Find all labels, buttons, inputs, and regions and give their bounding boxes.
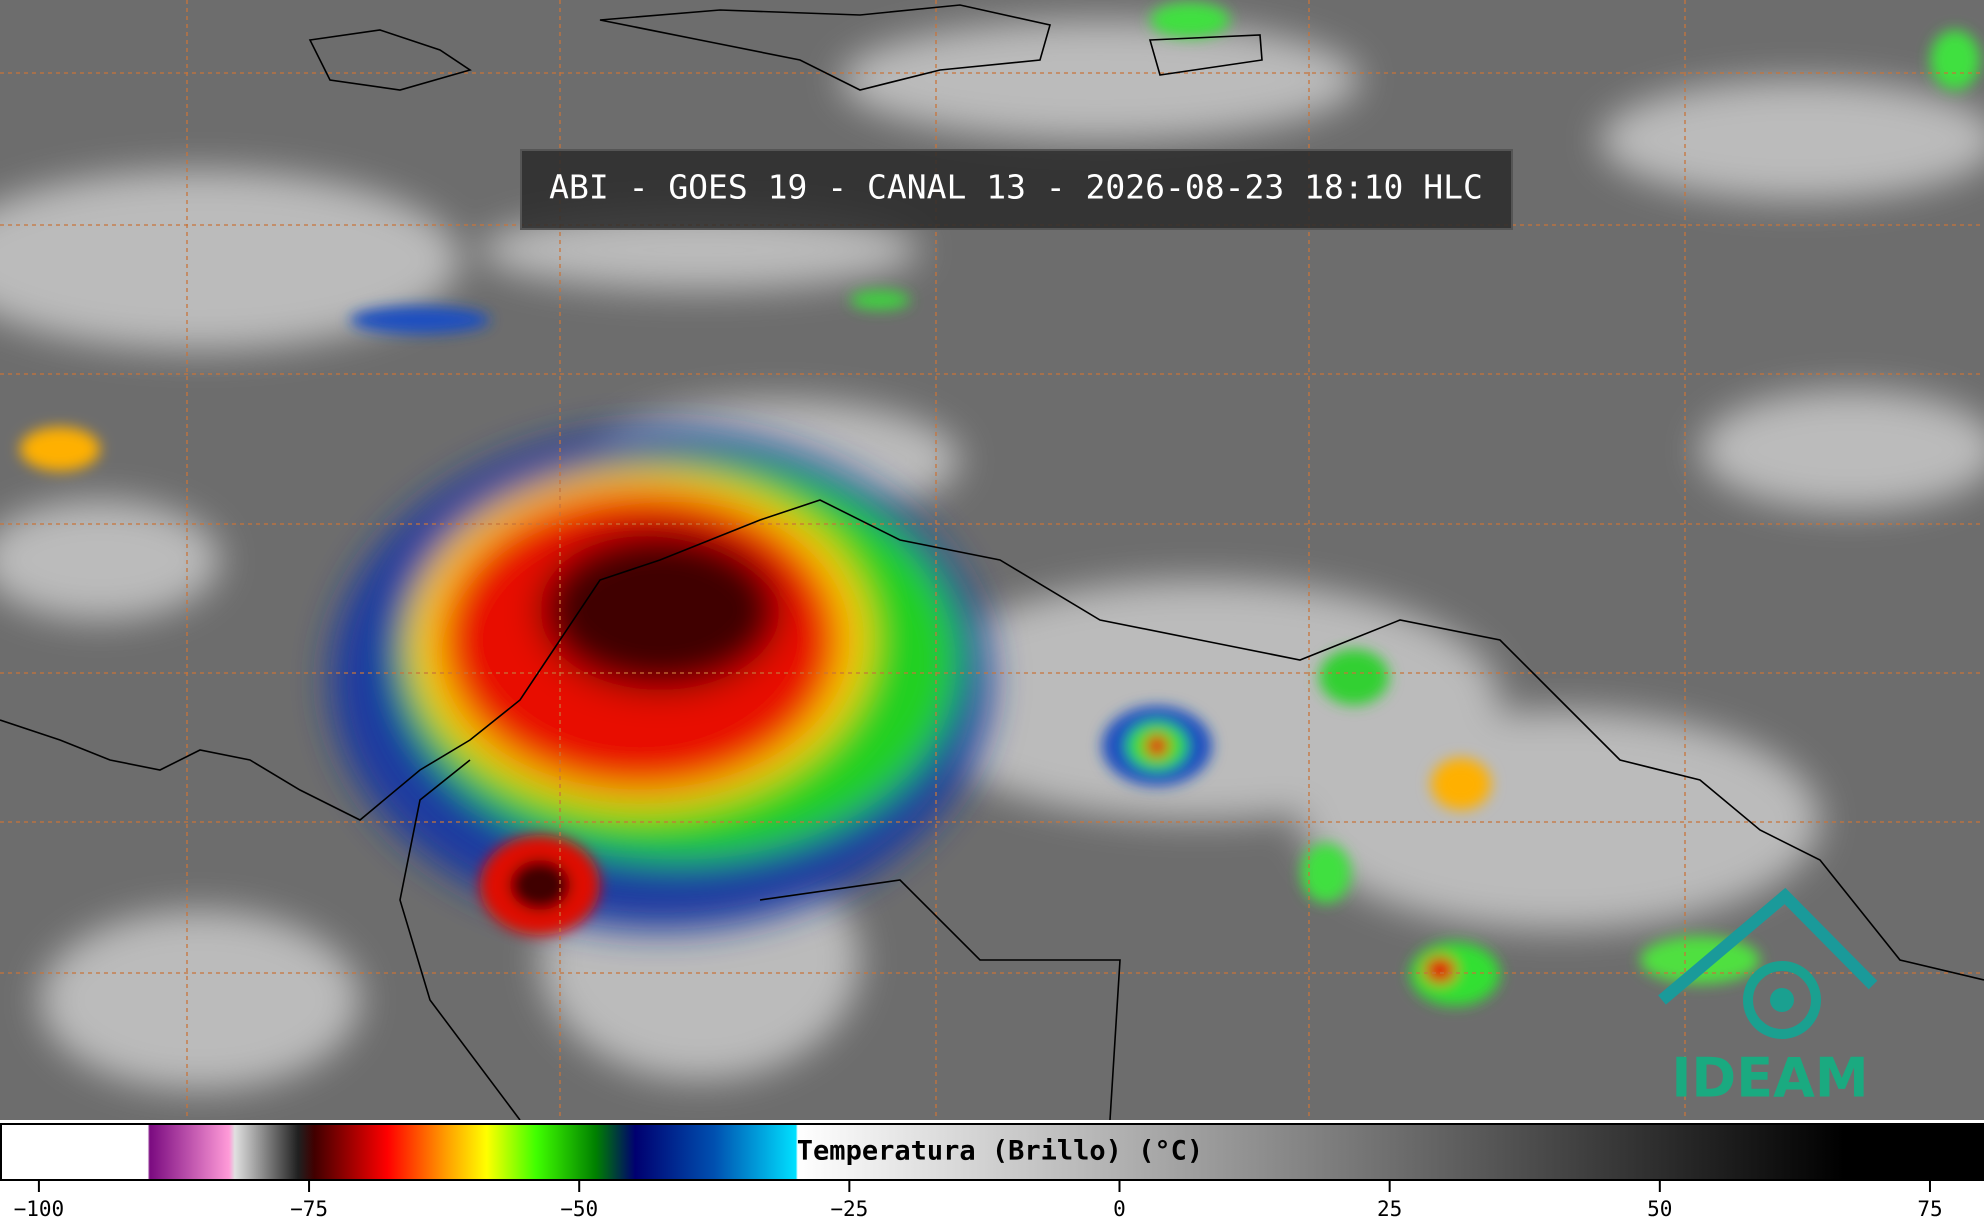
tick-label: 25 [1377, 1197, 1402, 1221]
tick-label: 0 [1113, 1197, 1126, 1221]
tick-label: −50 [560, 1197, 598, 1221]
tick-label: −75 [290, 1197, 328, 1221]
title: ABI - GOES 19 - CANAL 13 - 2026-08-23 18… [549, 168, 1483, 207]
coastlines [0, 4, 1984, 1121]
tick-label: 50 [1647, 1197, 1672, 1221]
logo: IDEAM [1658, 887, 1878, 1110]
tick-label: −25 [830, 1197, 868, 1221]
colorbar-label: Temperatura (Brillo) (°C) [797, 1136, 1203, 1167]
logo-text: IDEAM [1671, 1047, 1868, 1110]
title-box: ABI - GOES 19 - CANAL 13 - 2026-08-23 18… [520, 149, 1513, 230]
tick-label: 75 [1917, 1197, 1942, 1221]
colorbar: Temperatura (Brillo) (°C) −100 −75 −50 −25 0… [0, 1120, 1984, 1221]
grid [0, 0, 1984, 1120]
tick-label: −100 [14, 1197, 65, 1221]
